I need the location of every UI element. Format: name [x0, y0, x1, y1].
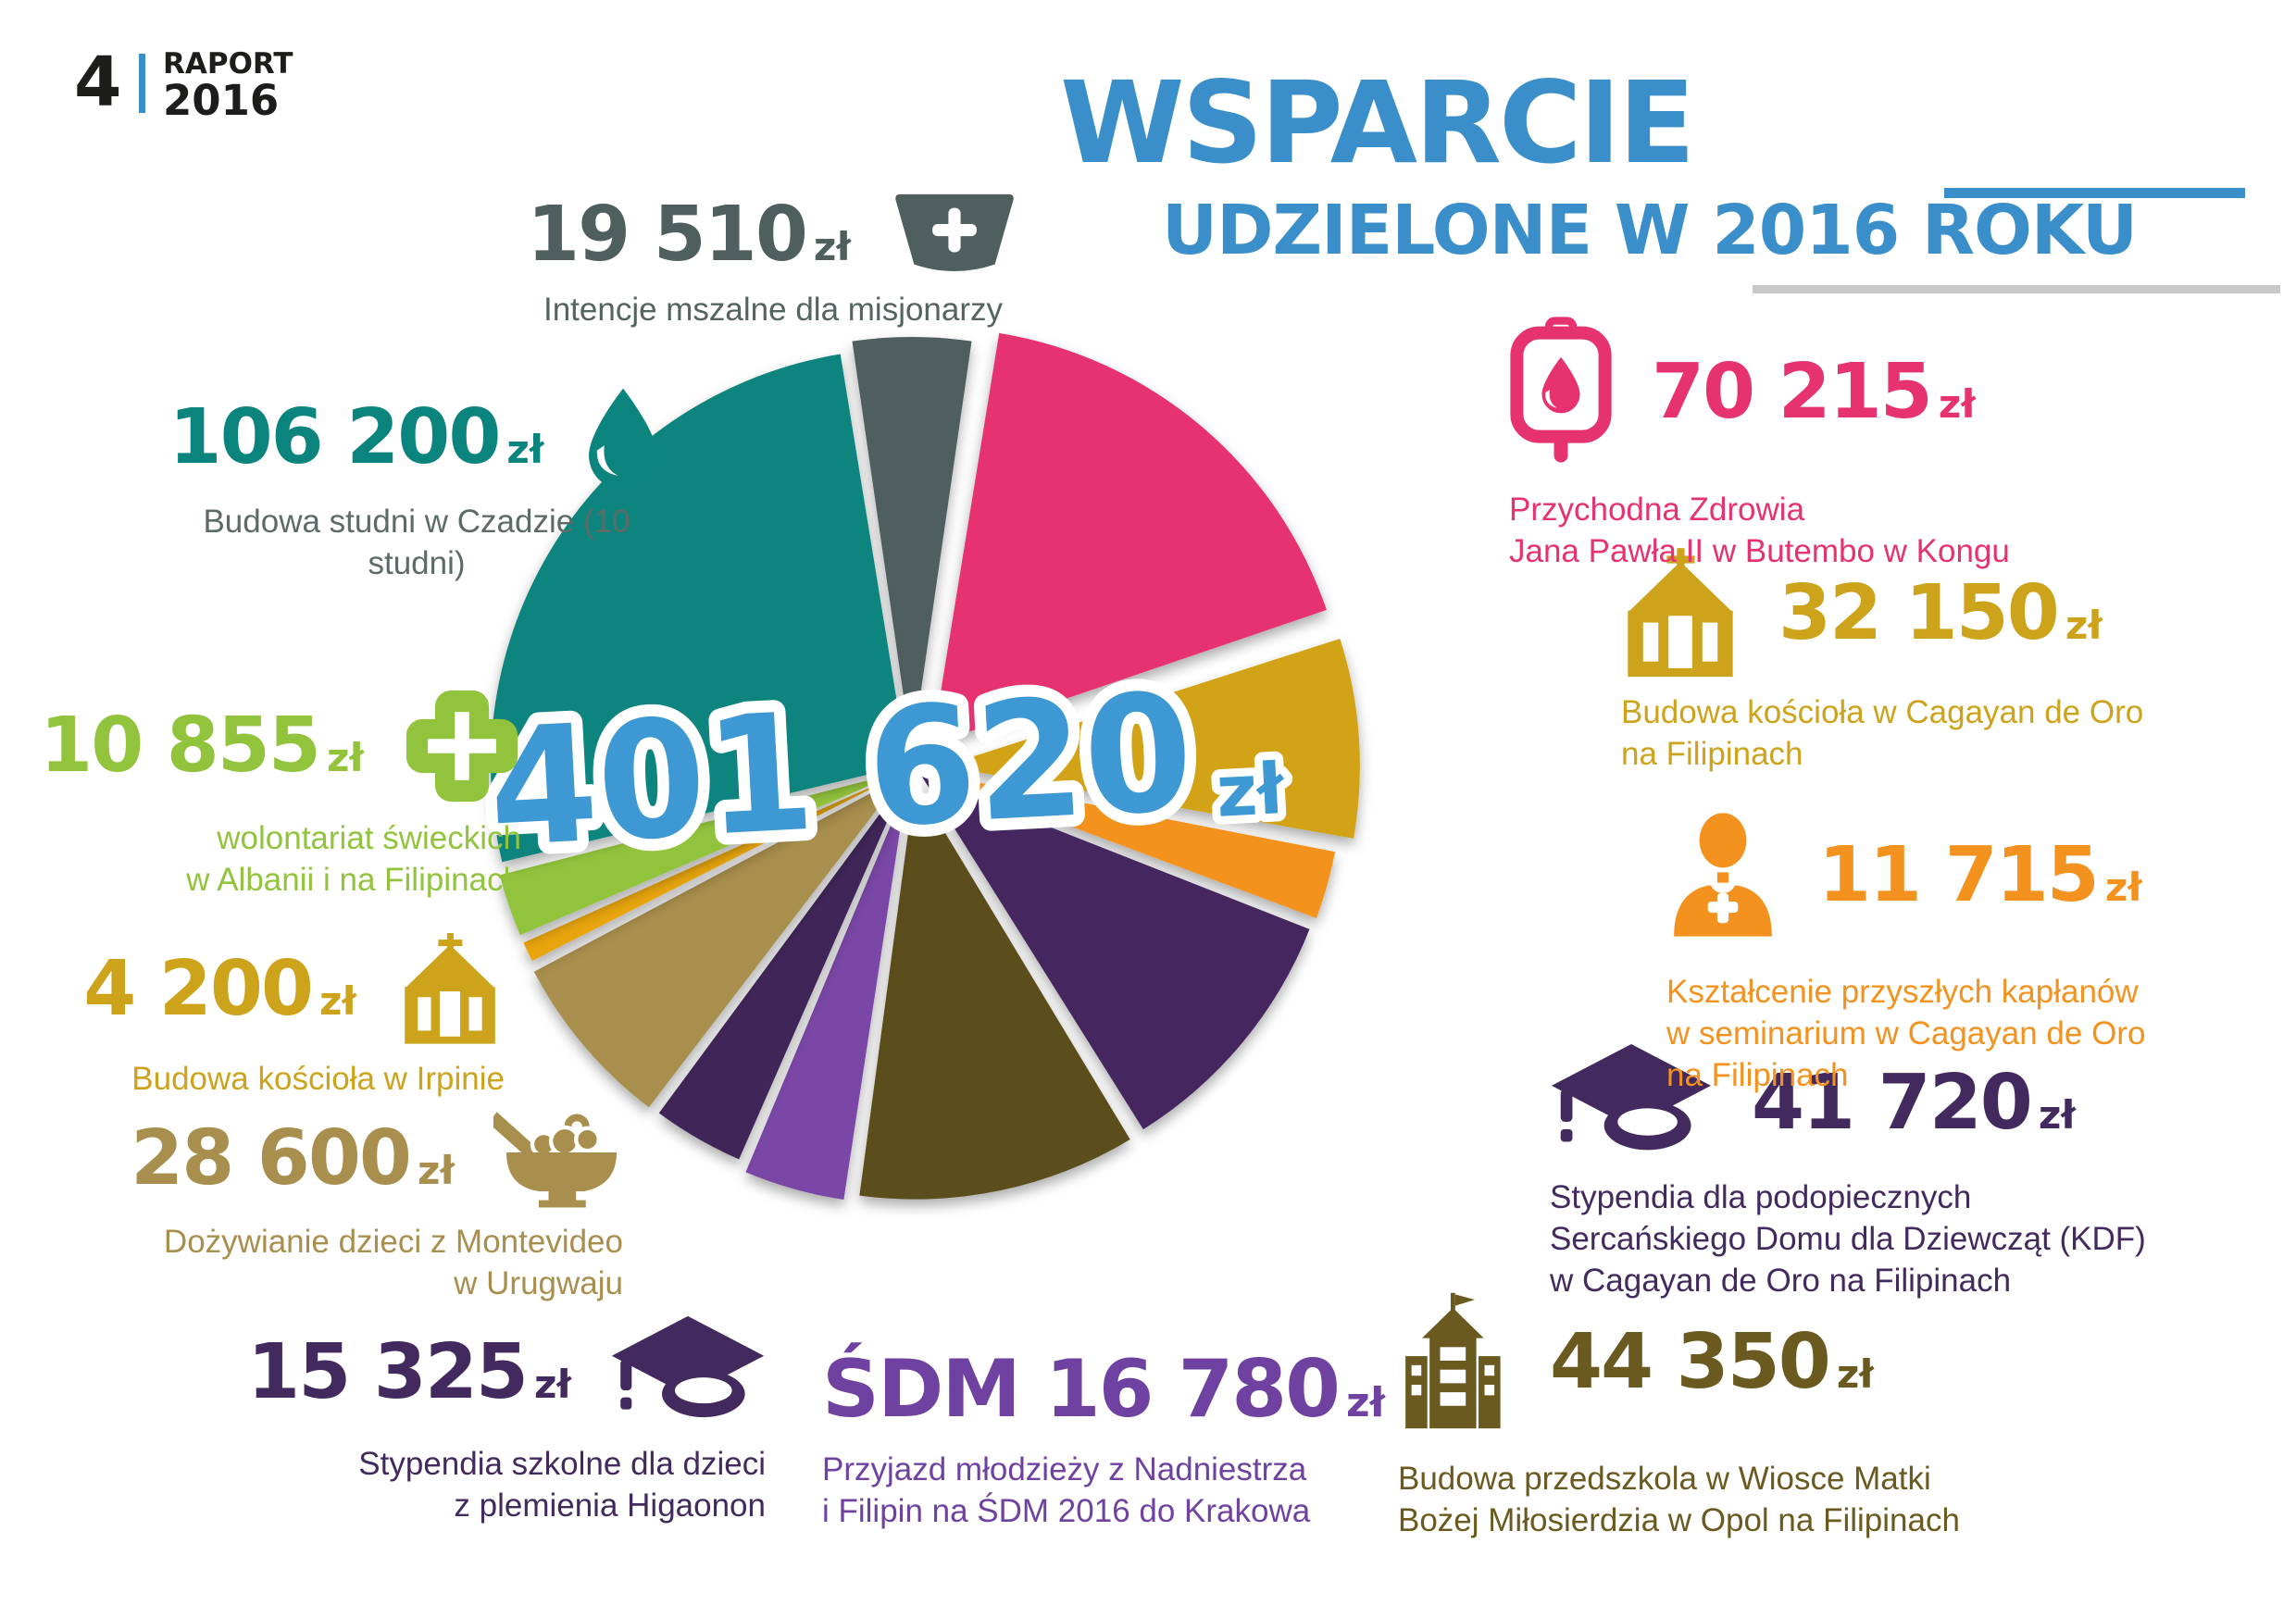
callout-intencje-mszalne: 19 510 zł Intencje mszalne dla misjonarzy [527, 193, 1014, 331]
pie-slices-group [491, 332, 1360, 1201]
pie-slice-11 [491, 354, 908, 863]
callout-studnie-czad: 106 200 zł Budowa studni w Czadzie (10 st… [157, 387, 676, 585]
callout-przedszkole-opol: 44 350 zł Budowa przedszkola w Wiosce Mat… [1398, 1279, 2009, 1542]
water-drop-icon [589, 388, 658, 489]
page-number: 4 [74, 43, 122, 122]
report-label: RAPORT [163, 47, 293, 81]
amount-kdf: 41 720 zł [1752, 1059, 2076, 1147]
pie-slice-2 [942, 638, 1360, 839]
amount-wolontariat: 10 855 zł [40, 702, 364, 790]
callout-higaonon: 15 325 zł Stypendia szkolne dla dzieci z … [247, 1314, 766, 1527]
label-montevideo: Dożywianie dzieci z Montevideo w Urugwaj… [163, 1224, 623, 1301]
label-wolontariat: wolontariat świeckich w Albanii i na Fil… [186, 820, 521, 898]
amount-sdm: ŚDM 16 780 zł [822, 1343, 1385, 1436]
amount-montevideo: 28 600 zł [131, 1114, 455, 1202]
amount-kosciol-cagayan: 32 150 zł [1778, 569, 2103, 657]
label-higaonon: Stypendia szkolne dla dzieci z plemienia… [358, 1446, 766, 1524]
label-seminarium: Kształcenie przyszłych kapłanów w semina… [1666, 974, 2146, 1093]
church-icon [405, 933, 495, 1044]
total-amount: 401 620 [484, 659, 1197, 883]
report-year: 2016 [163, 76, 280, 125]
label-przedszkole: Budowa przedszkola w Wiosce Matki Bożej … [1398, 1461, 1960, 1538]
pie-slice-4 [921, 776, 1310, 1130]
amount-higaonon: 15 325 zł [247, 1328, 571, 1416]
cross-icon [406, 690, 518, 803]
decorative-gray-line [1753, 285, 2280, 293]
chasuble-icon [895, 193, 1014, 272]
pie-slice-9 [523, 772, 904, 962]
pie-slice-1 [931, 332, 1327, 745]
priest-icon [1674, 813, 1772, 937]
blood-bag-icon [1510, 317, 1612, 463]
amount-przychodnia: 70 215 zł [1652, 348, 1976, 436]
decorative-blue-line [1944, 188, 2245, 198]
label-irpin: Budowa kościoła w Irpinie [131, 1061, 505, 1097]
graduation-cap-icon [611, 1315, 765, 1418]
callout-sdm: ŚDM 16 780 zł Przyjazd młodzieży z Nadnie… [822, 1343, 1385, 1533]
label-przychodnia: Przychodna Zdrowia Jana Pawła II w Butem… [1509, 492, 2010, 569]
pie-slice-0 [852, 337, 972, 753]
callout-montevideo: 28 600 zł Dożywianie dzieci z Montevideo … [131, 1109, 623, 1305]
amount-irpin: 4 200 zł [83, 945, 356, 1033]
label-intencje: Intencje mszalne dla misjonarzy [543, 292, 1004, 328]
header-divider-bar [139, 54, 145, 113]
callout-kosciol-irpin: 4 200 zł Budowa kościoła w Irpinie [83, 933, 505, 1101]
callout-stypendia-kdf: 41 720 zł Stypendia dla podopiecznych Ser… [1550, 1042, 2198, 1301]
amount-seminarium: 11 715 zł [1818, 831, 2142, 919]
page-title-line1: WSPARCIE [1060, 57, 1695, 189]
label-sdm: Przyjazd młodzieży z Nadniestrza i Filip… [822, 1451, 1311, 1529]
pie-slice-6 [745, 788, 907, 1201]
graduation-cap-icon [1551, 1043, 1712, 1151]
pie-slice-10 [499, 771, 904, 936]
label-kdf: Stypendia dla podopiecznych Sercańskiego… [1550, 1179, 2146, 1299]
callout-przychodnia: 70 215 zł Przychodna Zdrowia Jana Pawła I… [1509, 308, 2102, 573]
total-currency: zł [1215, 747, 1288, 833]
amount-intencje: 19 510 zł [527, 190, 851, 279]
label-kosciol-cagayan: Budowa kościoła w Cagayan de Oro na Fili… [1621, 694, 2144, 772]
school-building-icon [1405, 1292, 1501, 1429]
pie-slice-3 [926, 772, 1336, 918]
church-icon [1628, 548, 1733, 678]
amount-przedszkole: 44 350 zł [1550, 1318, 1874, 1406]
pie-slice-7 [658, 778, 906, 1160]
pie-slice-5 [859, 782, 1130, 1200]
amount-studnie: 106 200 zł [168, 393, 544, 481]
page-title-line2: UDZIELONE W 2016 ROKU [1162, 191, 2138, 270]
food-bowl-icon [493, 1112, 617, 1208]
callout-seminarium: 11 715 zł Kształcenie przyszłych kapłanów… [1666, 792, 2277, 1096]
pie-slice-8 [533, 777, 903, 1108]
callout-wolontariat: 10 855 zł wolontariat świeckich w Albanii… [40, 687, 521, 902]
label-studnie: Budowa studni w Czadzie (10 studni) [203, 504, 630, 581]
callout-kosciol-cagayan: 32 150 zł Budowa kościoła w Cagayan de Or… [1621, 548, 2214, 776]
